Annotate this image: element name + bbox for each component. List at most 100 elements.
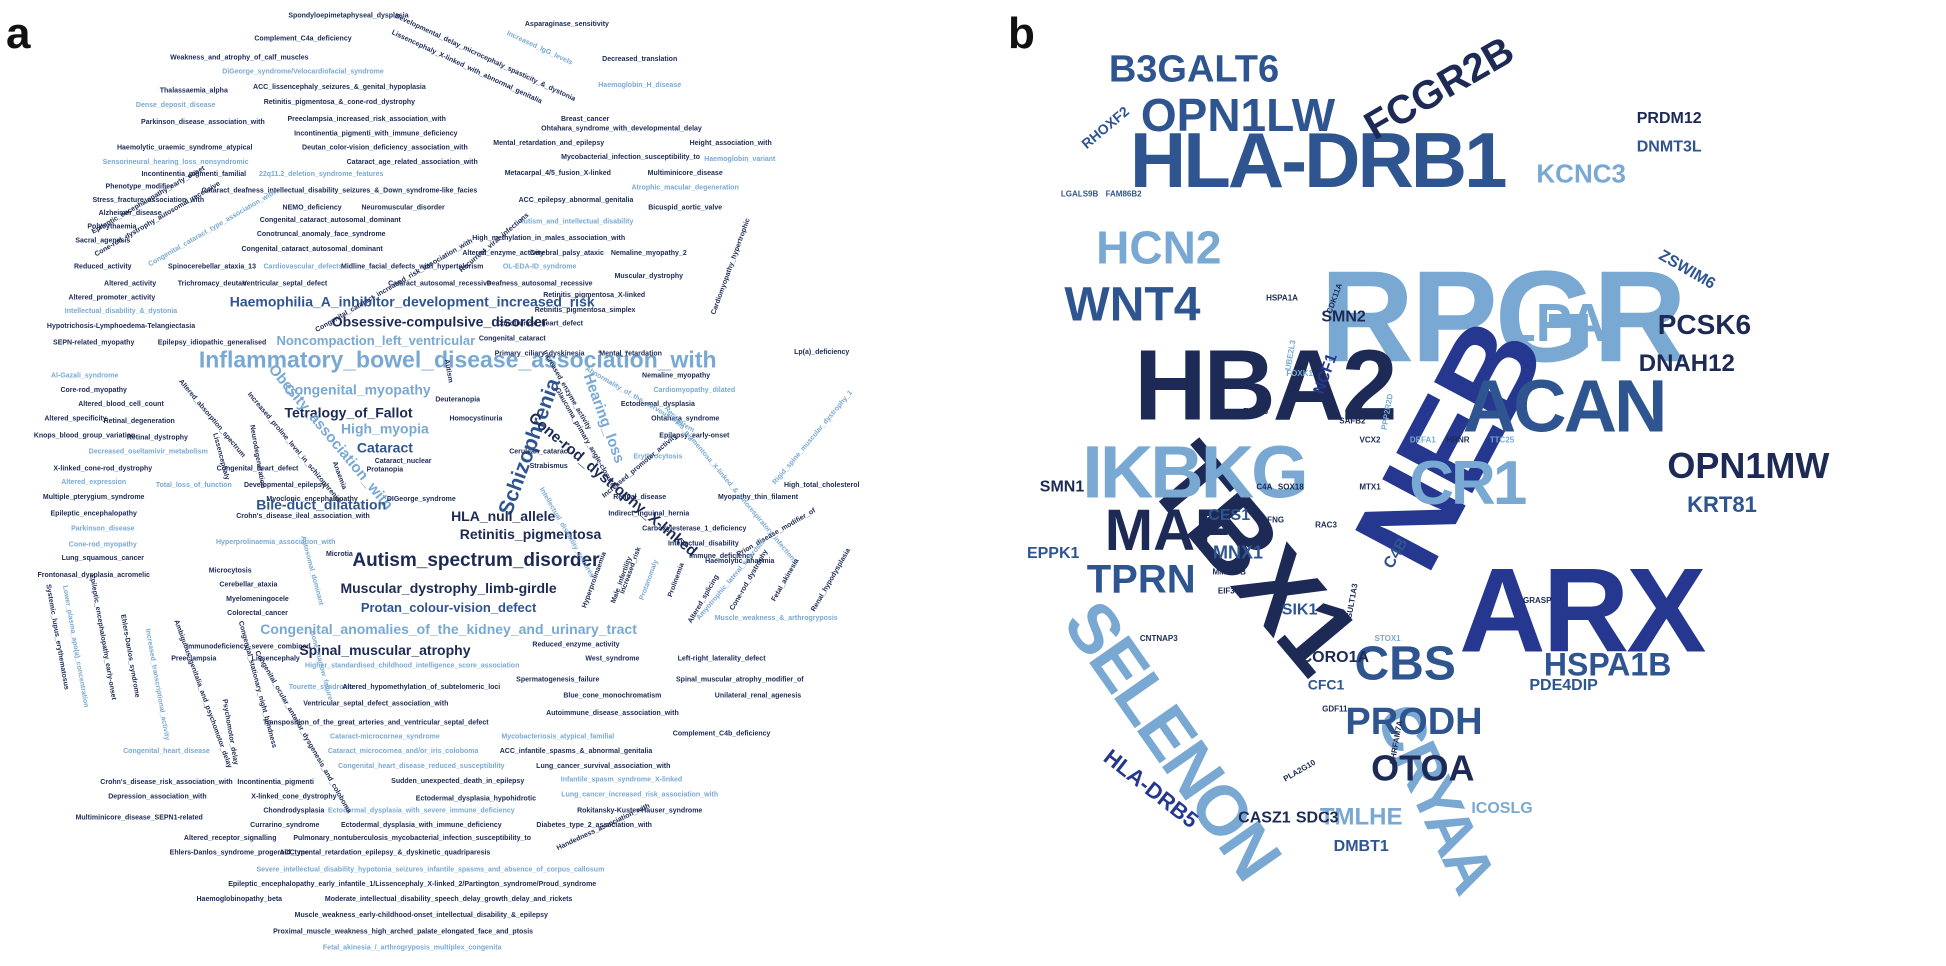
disease-word: Trichromacy_deutan bbox=[178, 280, 246, 287]
gene-word: FGF16 bbox=[1243, 407, 1268, 416]
disease-word: Developmental_epilepsy bbox=[244, 482, 326, 489]
disease-word: Prion_disease_modifier_of bbox=[736, 507, 818, 558]
gene-word: HSPA1A bbox=[1266, 294, 1298, 303]
disease-word: Asparaginase_sensitivity bbox=[525, 21, 609, 28]
disease-word: Protanopia bbox=[367, 467, 404, 474]
disease-word: Ventricular_septal_defect_association_wi… bbox=[303, 700, 448, 707]
disease-word: Deuteranopia bbox=[435, 396, 480, 403]
gene-word: C4A bbox=[1256, 483, 1272, 492]
disease-word: Deutan_color-vision_deficiency_associati… bbox=[302, 145, 468, 152]
gene-word: SIK1 bbox=[1282, 602, 1318, 619]
gene-word: MTX1 bbox=[1359, 483, 1381, 492]
disease-word: Microcytosis bbox=[209, 567, 252, 574]
disease-word: Spinal_muscular_atrophy bbox=[299, 642, 470, 658]
disease-word: 22q11.2_deletion_syndrome_features bbox=[259, 171, 384, 178]
disease-word: Ectodermal_dysplasia_with_severe_immune_… bbox=[328, 808, 515, 815]
disease-word: Cerebral_palsy_ataxic bbox=[530, 250, 604, 257]
disease-word: Retinitis_pigmentosa_X-linked bbox=[543, 292, 645, 299]
disease-word: Ectodermal_dysplasia_hypohidrotic bbox=[416, 795, 536, 802]
disease-word: Sacral_agenesis bbox=[75, 238, 130, 245]
disease-word: Total_loss_of_function bbox=[156, 482, 232, 489]
disease-word: Nemaline_myopathy bbox=[642, 373, 710, 380]
disease-word: Fetal_akinesia bbox=[771, 558, 801, 603]
disease-word: Ehlers-Danlos_syndrome_progeroid_type bbox=[170, 849, 309, 856]
disease-word: Metacarpal_4/5_fusion_X-linked bbox=[505, 170, 611, 177]
disease-word: Cataract bbox=[357, 440, 413, 456]
disease-word: Increased_transcriptional_activity bbox=[144, 628, 171, 741]
disease-word: Haemoglobin_H_disease bbox=[598, 82, 681, 89]
disease-word: High_total_cholesterol bbox=[784, 482, 860, 489]
disease-word: Atrophic_macular_degeneration bbox=[632, 184, 739, 191]
gene-word: HLA-DRB1 bbox=[1130, 116, 1506, 204]
disease-word: Core-rod_myopathy bbox=[60, 387, 127, 394]
disease-word: Congenital_cataract_autosomal_dominant bbox=[241, 246, 383, 253]
disease-word: Cardiomyopathy_dilated bbox=[653, 387, 735, 394]
disease-word: Incontinentia_pigmenti_with_immune_defic… bbox=[294, 130, 457, 137]
disease-word: DiGeorge_syndrome/Velocardiofacial_syndr… bbox=[222, 69, 384, 76]
disease-word: Parkinson_disease bbox=[71, 526, 135, 533]
gene-word: RHOXF2 bbox=[1078, 103, 1132, 152]
gene-word: PRODH bbox=[1345, 701, 1482, 743]
gene-word: CNTNAP3 bbox=[1140, 634, 1178, 643]
disease-word: Bicuspid_aortic_valve bbox=[648, 204, 722, 211]
gene-word: WNT4 bbox=[1064, 279, 1200, 332]
disease-word: Ventricular_septal_defect bbox=[242, 280, 327, 287]
disease-word: Epilepsy_idiopathic_generalised bbox=[158, 339, 267, 346]
gene-word: ACAN bbox=[1463, 364, 1665, 447]
disease-word: Prolinemia bbox=[667, 562, 686, 598]
gene-word: MMP23B bbox=[1213, 568, 1247, 577]
disease-word: Cataract_microcornea_and/or_iris_colobom… bbox=[328, 748, 479, 755]
disease-word: Epileptic_encephalopathy bbox=[51, 510, 137, 517]
disease-word: Lung_cancer_survival_association_with bbox=[536, 763, 670, 770]
disease-word-cloud: Inflammatory_bowel_disease_association_w… bbox=[34, 13, 860, 952]
gene-word: HRNR bbox=[1446, 435, 1469, 444]
disease-word: Currarino_syndrome bbox=[250, 822, 319, 829]
disease-word: Proximal_muscle_weakness_high_arched_pal… bbox=[273, 928, 533, 935]
disease-word: Altered_enzyme_activity bbox=[462, 250, 544, 257]
disease-word: Retinitis_pigmentosa_simplex bbox=[535, 307, 636, 314]
gene-word: B3GALT6 bbox=[1109, 49, 1279, 91]
disease-word: Left-right_laterality_defect bbox=[678, 656, 767, 663]
gene-word: STOX1 bbox=[1375, 634, 1402, 643]
disease-word: Neurodegeneration bbox=[248, 424, 266, 488]
disease-word: Dense_deposit_disease bbox=[136, 102, 215, 109]
disease-word: Haemolytic_uraemic_syndrome_atypical bbox=[117, 145, 252, 152]
disease-word: Crohn's_disease_ileal_association_with bbox=[236, 513, 370, 520]
disease-word: Spinocerebellar_ataxia_13 bbox=[168, 263, 256, 270]
disease-word: X-linked_cone-rod_dystrophy bbox=[53, 466, 152, 473]
disease-word: Colorectal_cancer bbox=[227, 610, 288, 617]
gene-word: PCSK6 bbox=[1658, 309, 1751, 340]
gene-word: TPRN bbox=[1087, 558, 1196, 602]
disease-word: Muscle_weakness_&_arthrogryposis bbox=[715, 615, 838, 622]
disease-word: Height_association_with bbox=[690, 140, 772, 147]
disease-word: Diabetes_type_2_association_with bbox=[536, 822, 652, 829]
disease-word: Blue_cone_monochromatism bbox=[563, 693, 661, 700]
disease-word: Ambiguous_genitalia_and_psychomotor_dela… bbox=[172, 619, 232, 769]
disease-word: Decreased_translation bbox=[602, 56, 677, 63]
gene-word: FOXK1 bbox=[1286, 369, 1313, 378]
disease-word: Multiminicore_disease bbox=[648, 170, 723, 177]
disease-word: Al-Gazali_syndrome bbox=[51, 373, 118, 380]
disease-word: Autism_spectrum_disorder bbox=[352, 550, 600, 571]
disease-word: Spinal_muscular_atrophy_modifier_of bbox=[676, 677, 804, 684]
disease-word: Tourette_syndrome bbox=[289, 684, 354, 691]
disease-word: X-linked_cone_dystrophy bbox=[251, 793, 336, 800]
disease-word: Intellectual_disability bbox=[668, 541, 739, 548]
disease-word: Deafness_autosomal_recessive bbox=[487, 280, 593, 287]
disease-word: Stress_fracture_association_with bbox=[92, 197, 204, 204]
gene-word: CBS bbox=[1355, 638, 1456, 691]
disease-word: Knops_blood_group_variation bbox=[34, 432, 136, 439]
disease-word: Breast_cancer bbox=[561, 116, 610, 123]
disease-word: Retinitis_pigmentosa bbox=[460, 526, 602, 542]
gene-word: LPA bbox=[1503, 293, 1607, 353]
disease-word: Mycobacterial_infection_susceptibility_t… bbox=[561, 154, 700, 161]
disease-word: Spermatogenesis_failure bbox=[516, 677, 599, 684]
disease-word: Cerulean_cataract bbox=[509, 449, 570, 456]
disease-word: Reduced_enzyme_activity bbox=[532, 641, 619, 648]
disease-word: Multiple_pterygium_syndrome bbox=[43, 494, 145, 501]
disease-word: Tetralogy_of_Fallot bbox=[284, 404, 412, 420]
disease-word: Altered_receptor_signalling bbox=[184, 835, 277, 842]
disease-word: Noncompaction_left_ventricular bbox=[276, 333, 475, 348]
disease-word: Cerebellar_ataxia bbox=[219, 582, 277, 589]
disease-word: Haemoglobinopathy_beta bbox=[197, 896, 283, 903]
